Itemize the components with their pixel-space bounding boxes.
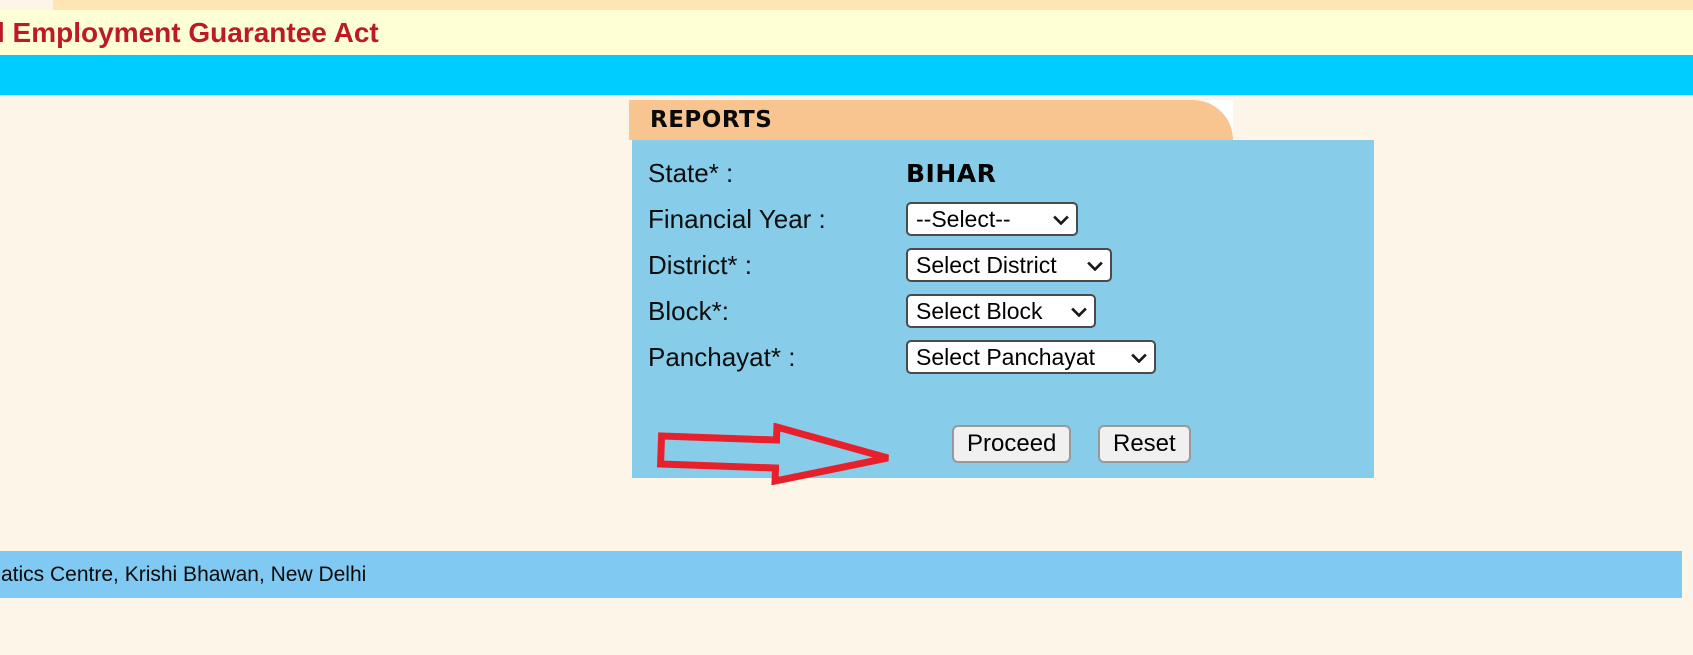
page-title: l Employment Guarantee Act [0, 17, 379, 48]
form-row-panchayat: Panchayat* : Select Panchayat [648, 340, 1156, 374]
financial-year-select[interactable]: --Select-- [906, 202, 1078, 236]
footer-text: atics Centre, Krishi Bhawan, New Delhi [1, 563, 367, 586]
panchayat-select[interactable]: Select Panchayat [906, 340, 1156, 374]
financial-year-select-wrap: --Select-- [906, 202, 1078, 236]
block-select[interactable]: Select Block [906, 294, 1096, 328]
block-select-wrap: Select Block [906, 294, 1096, 328]
red-arrow-annotation [656, 422, 889, 486]
district-select-wrap: Select District [906, 248, 1112, 282]
reports-form-panel: State* : BIHAR Financial Year : --Select… [632, 140, 1374, 478]
reports-tab-label: REPORTS [650, 107, 773, 133]
panchayat-select-wrap: Select Panchayat [906, 340, 1156, 374]
form-row-financial-year: Financial Year : --Select-- [648, 202, 1078, 236]
state-value: BIHAR [906, 158, 997, 188]
form-row-state: State* : BIHAR [648, 156, 996, 190]
block-label: Block*: [648, 295, 729, 326]
panchayat-label: Panchayat* : [648, 341, 796, 372]
title-banner: l Employment Guarantee Act [0, 10, 1693, 55]
reports-tab: REPORTS [629, 100, 1233, 140]
proceed-button[interactable]: Proceed [952, 425, 1072, 463]
financial-year-label: Financial Year : [648, 203, 826, 234]
district-label: District* : [648, 249, 752, 280]
state-label: State* : [648, 157, 734, 188]
district-select[interactable]: Select District [906, 248, 1112, 282]
nav-bar [0, 55, 1693, 95]
top-accent-bar [53, 0, 1693, 10]
footer-bar: atics Centre, Krishi Bhawan, New Delhi [0, 551, 1682, 598]
reset-button[interactable]: Reset [1098, 425, 1191, 463]
form-row-district: District* : Select District [648, 248, 1112, 282]
form-row-block: Block*: Select Block [648, 294, 1096, 328]
